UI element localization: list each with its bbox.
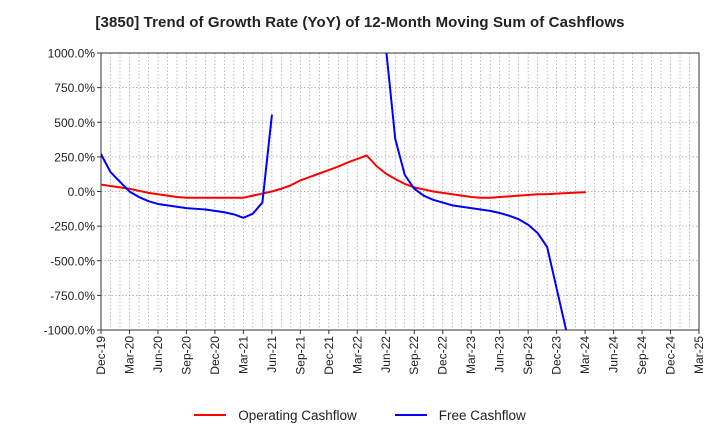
chart-title: [3850] Trend of Growth Rate (YoY) of 12-… (95, 14, 625, 31)
legend-item-free-cashflow: Free Cashflow (394, 407, 526, 423)
grid-lines (101, 53, 699, 330)
legend: Operating Cashflow Free Cashflow (0, 404, 720, 426)
y-tick-label: 250.0% (54, 150, 95, 164)
legend-swatch-operating-cashflow (194, 414, 227, 416)
y-tick-label: 0.0% (68, 185, 96, 199)
x-tick-label: Jun-23 (493, 336, 507, 373)
x-tick-label: Jun-20 (151, 336, 165, 373)
y-tick-label: -500.0% (50, 254, 95, 268)
legend-label-free-cashflow: Free Cashflow (438, 407, 526, 423)
x-tick-label: Mar-20 (122, 336, 136, 374)
plot-frame (100, 52, 700, 331)
series-line-operating-cashflow (101, 154, 587, 199)
y-tick-label: 750.0% (54, 81, 95, 95)
x-tick-label: Sep-22 (407, 336, 421, 375)
x-tick-label: Dec-19 (94, 336, 108, 375)
y-tick-label: -250.0% (50, 220, 95, 234)
x-tick-label: Dec-24 (664, 336, 678, 375)
x-tick-label: Mar-25 (692, 336, 706, 374)
x-tick-label: Dec-22 (436, 336, 450, 375)
x-tick-label: Mar-24 (578, 336, 592, 374)
x-tick-label: Dec-23 (550, 336, 564, 375)
y-tick-label: -1000.0% (44, 324, 96, 338)
x-tick-label: Jun-22 (379, 336, 393, 373)
y-tick-label: 500.0% (54, 116, 95, 130)
axes: 1000.0% 750.0% 500.0% 250.0% 0.0% -250.0% -500… (44, 47, 706, 375)
legend-label-operating-cashflow: Operating Cashflow (238, 407, 357, 423)
x-tick-label: Mar-23 (464, 336, 478, 374)
x-tick-label: Sep-20 (179, 336, 193, 375)
x-tick-label: Dec-21 (322, 336, 336, 375)
x-tick-label: Jun-21 (265, 336, 279, 373)
y-tick-label: -750.0% (50, 289, 95, 303)
x-tick-label: Sep-21 (293, 336, 307, 375)
legend-item-operating-cashflow: Operating Cashflow (194, 408, 357, 423)
series-lines (101, 53, 587, 330)
legend-swatch-free-cashflow (394, 414, 427, 416)
x-tick-label: Dec-20 (208, 336, 222, 375)
series-line-free-cashflow (101, 114, 273, 219)
x-tick-label: Sep-24 (635, 336, 649, 375)
series-line-free-cashflow (385, 53, 568, 330)
x-tick-label: Mar-21 (236, 336, 250, 374)
y-tick-label: 1000.0% (48, 47, 96, 61)
x-tick-label: Mar-22 (350, 336, 364, 374)
x-tick-label: Jun-24 (607, 336, 621, 373)
x-tick-label: Sep-23 (521, 336, 535, 375)
